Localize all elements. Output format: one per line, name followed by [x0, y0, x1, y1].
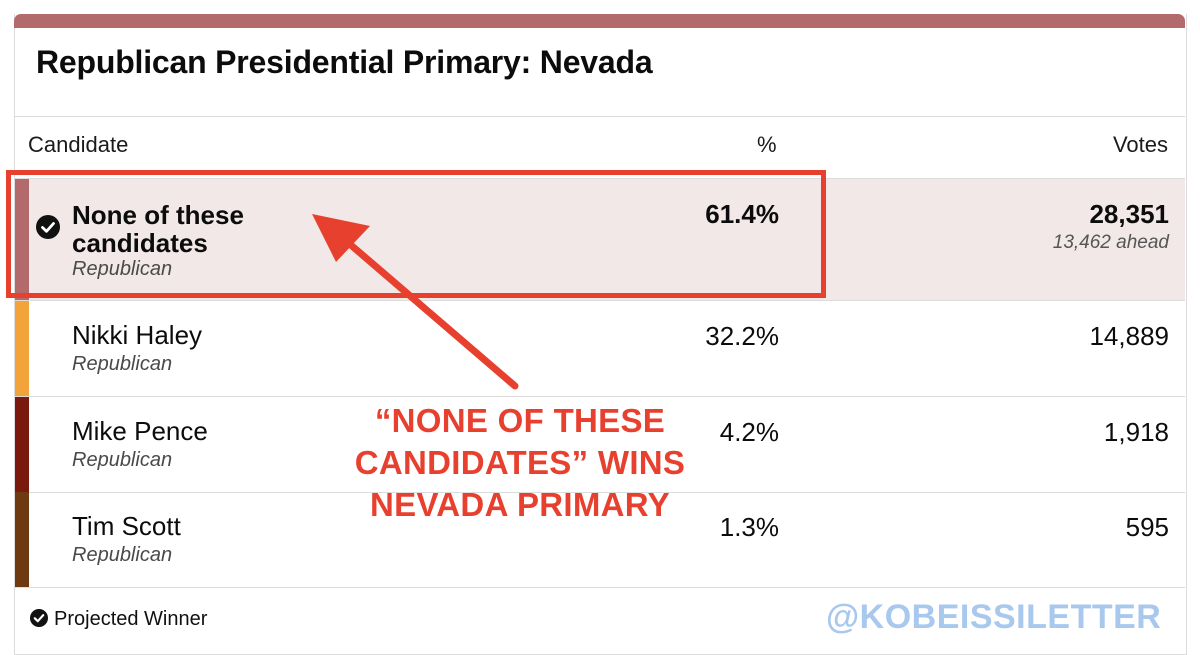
divider: [15, 178, 1185, 179]
table-row[interactable]: Mike Pence Republican 4.2% 1,918: [15, 397, 1185, 493]
candidate-party: Republican: [72, 353, 173, 375]
column-header-votes: Votes: [1112, 132, 1168, 157]
column-header-percent: %: [757, 132, 777, 157]
watermark: @KOBEISSILETTER: [826, 598, 1162, 636]
candidate-color-bar: [15, 397, 29, 492]
vote-count: 28,351: [1089, 199, 1169, 229]
table-row[interactable]: Tim Scott Republican 1.3% 595: [15, 492, 1185, 588]
candidate-color-bar: [15, 179, 29, 300]
legend: Projected Winner: [30, 608, 207, 631]
candidate-party: Republican: [72, 544, 173, 566]
party-color-bar: [14, 14, 1185, 28]
candidate-party: Republican: [72, 258, 173, 280]
legend-label: Projected Winner: [54, 608, 208, 630]
column-header-candidate: Candidate: [28, 132, 129, 157]
vote-count: 595: [1125, 512, 1169, 542]
vote-percent: 61.4%: [705, 199, 779, 229]
vote-count: 14,889: [1089, 321, 1169, 351]
divider: [15, 116, 1185, 117]
annotation-callout: “NONE OF THESE CANDIDATES” WINS NEVADA P…: [354, 402, 686, 523]
table-row[interactable]: None of these candidates Republican 61.4…: [15, 179, 1185, 301]
vote-percent: 32.2%: [705, 321, 779, 351]
check-circle-icon: [36, 215, 60, 239]
candidate-color-bar: [15, 492, 29, 587]
candidate-name: Mike Pence: [72, 416, 208, 446]
vote-percent: 1.3%: [719, 512, 779, 542]
candidate-party: Republican: [72, 449, 173, 471]
results-card: [14, 14, 1187, 655]
highlight-box: [6, 170, 826, 298]
table-row[interactable]: Nikki Haley Republican 32.2% 14,889: [15, 301, 1185, 397]
candidate-name: Tim Scott: [72, 511, 181, 541]
candidate-name: None of these candidates: [72, 200, 244, 258]
check-circle-icon: [30, 609, 48, 627]
candidate-color-bar: [15, 301, 29, 396]
candidate-name: Nikki Haley: [72, 320, 203, 350]
vote-margin: 13,462 ahead: [1052, 232, 1169, 253]
vote-count: 1,918: [1103, 417, 1169, 447]
vote-percent: 4.2%: [719, 417, 779, 447]
page-title: Republican Presidential Primary: Nevada: [36, 44, 653, 80]
